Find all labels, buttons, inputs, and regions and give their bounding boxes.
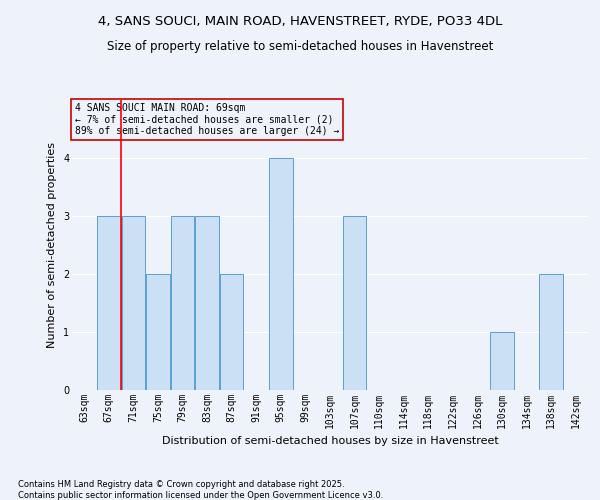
Text: Size of property relative to semi-detached houses in Havenstreet: Size of property relative to semi-detach… (107, 40, 493, 53)
Text: Contains public sector information licensed under the Open Government Licence v3: Contains public sector information licen… (18, 491, 383, 500)
Bar (220, 274, 244, 390)
Bar (122, 216, 145, 390)
Bar (343, 216, 366, 390)
Bar (490, 332, 514, 390)
Text: Contains HM Land Registry data © Crown copyright and database right 2025.: Contains HM Land Registry data © Crown c… (18, 480, 344, 489)
Y-axis label: Number of semi-detached properties: Number of semi-detached properties (47, 142, 58, 348)
Bar (97, 216, 121, 390)
Text: 4, SANS SOUCI, MAIN ROAD, HAVENSTREET, RYDE, PO33 4DL: 4, SANS SOUCI, MAIN ROAD, HAVENSTREET, R… (98, 15, 502, 28)
Text: 4 SANS SOUCI MAIN ROAD: 69sqm
← 7% of semi-detached houses are smaller (2)
89% o: 4 SANS SOUCI MAIN ROAD: 69sqm ← 7% of se… (74, 103, 339, 136)
Bar (171, 216, 194, 390)
Bar (146, 274, 170, 390)
X-axis label: Distribution of semi-detached houses by size in Havenstreet: Distribution of semi-detached houses by … (161, 436, 499, 446)
Bar (196, 216, 219, 390)
Bar (269, 158, 293, 390)
Bar (539, 274, 563, 390)
